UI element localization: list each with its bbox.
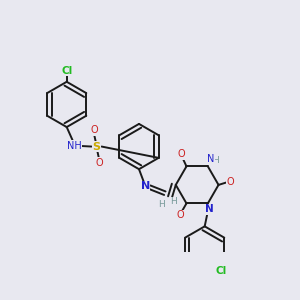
Text: O: O <box>176 210 184 220</box>
Text: N: N <box>205 204 214 214</box>
Text: O: O <box>227 177 234 187</box>
Text: Cl: Cl <box>215 266 227 276</box>
Text: S: S <box>93 142 101 152</box>
Text: O: O <box>178 149 186 159</box>
Text: Cl: Cl <box>61 66 72 76</box>
Text: H: H <box>170 197 177 206</box>
Text: H: H <box>158 200 164 209</box>
Text: O: O <box>90 125 98 135</box>
Text: O: O <box>95 158 103 168</box>
Text: N: N <box>141 182 150 191</box>
Text: H: H <box>212 156 219 165</box>
Text: N: N <box>207 154 215 164</box>
Text: NH: NH <box>67 141 82 151</box>
